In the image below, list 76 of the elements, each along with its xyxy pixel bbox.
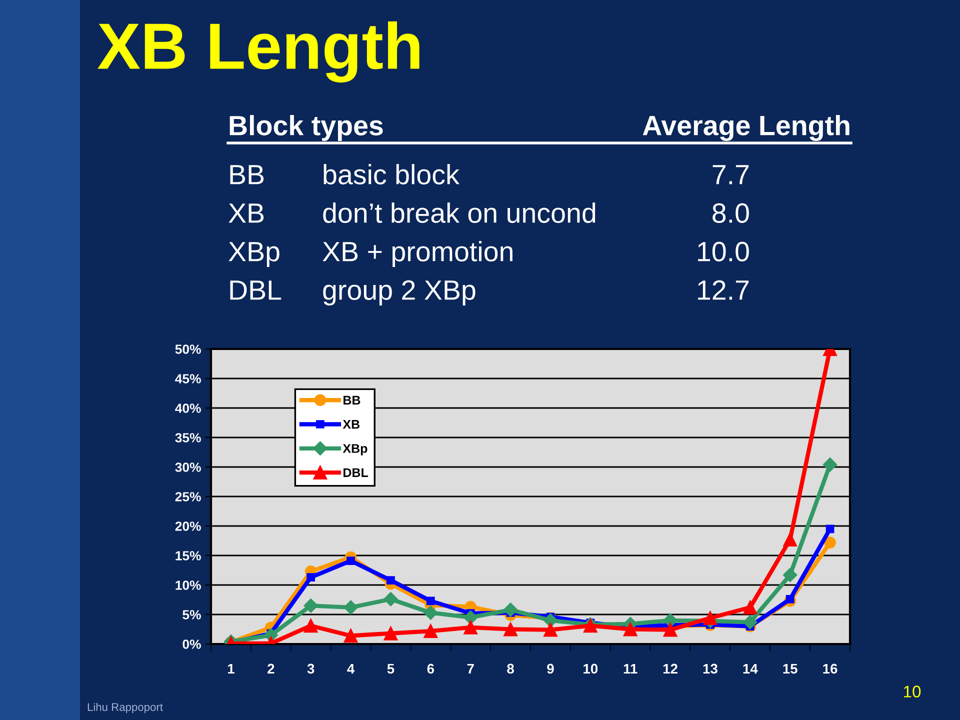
- point: [346, 556, 355, 565]
- y-tick-label: 10%: [176, 580, 201, 590]
- point: [503, 602, 518, 617]
- legend-label: XBp: [342, 444, 368, 456]
- x-tick-label: 3: [307, 664, 314, 674]
- y-tick-label: 45%: [175, 374, 201, 384]
- text: Lihu Rappoport: [88, 702, 163, 714]
- point: [504, 622, 518, 636]
- point: [826, 524, 834, 534]
- text: Average Length: [642, 114, 850, 142]
- point: [623, 622, 638, 636]
- point: [384, 592, 398, 606]
- chart-title: XB Length: [98, 21, 420, 83]
- x-tick-label: 6: [427, 664, 434, 674]
- text: 10.0: [698, 242, 749, 262]
- point: [464, 620, 478, 634]
- y-tick-label: 15%: [176, 551, 201, 560]
- legend-label: DBL: [344, 468, 368, 477]
- x-tick-label: 1: [228, 664, 234, 674]
- legend-label: XB: [342, 420, 360, 429]
- x-tick-label: 8: [507, 664, 514, 674]
- x-tick-label: 9: [547, 664, 554, 674]
- point: [822, 458, 838, 472]
- point: [703, 611, 718, 625]
- text: 10: [904, 686, 921, 698]
- x-tick-label: 2: [268, 664, 274, 674]
- y-tick-label: 25%: [175, 492, 201, 502]
- x-tick-label: 4: [347, 664, 355, 674]
- y-tick-label: 20%: [175, 522, 201, 531]
- point: [663, 622, 678, 637]
- y-tick-label: 30%: [175, 462, 201, 472]
- point: [786, 594, 794, 604]
- point: [743, 615, 758, 630]
- point: [783, 532, 798, 547]
- text: BB: [230, 165, 264, 184]
- point: [384, 626, 398, 640]
- point: [306, 573, 316, 582]
- text: XB + promotion: [322, 241, 512, 267]
- point: [824, 536, 836, 548]
- y-tick-label: 0%: [182, 640, 201, 649]
- point: [344, 628, 358, 643]
- x-tick-label: 5: [387, 664, 394, 674]
- text: don’t break on uncond: [323, 202, 596, 223]
- x-tick-label: 13: [703, 664, 718, 674]
- legend-label: BB: [344, 396, 360, 404]
- x-tick-label: 16: [823, 664, 838, 674]
- point: [464, 610, 478, 625]
- text: XB: [228, 204, 264, 223]
- x-tick-label: 7: [467, 664, 474, 674]
- y-tick-label: 40%: [175, 404, 201, 413]
- point: [386, 576, 395, 584]
- point: [344, 600, 358, 614]
- point: [424, 624, 438, 638]
- text: XBp: [228, 242, 280, 267]
- x-tick-label: 15: [783, 664, 798, 674]
- x-tick-label: 11: [624, 664, 638, 674]
- point: [783, 568, 798, 582]
- y-tick-label: 50%: [175, 344, 201, 354]
- point: [426, 596, 435, 606]
- x-tick-label: 14: [743, 664, 758, 674]
- text: basic block: [324, 164, 460, 184]
- y-tick-label: 5%: [182, 610, 201, 620]
- text: group 2 XBp: [323, 280, 476, 306]
- text: 8.0: [712, 203, 749, 223]
- text: 7.7: [712, 165, 749, 184]
- point: [424, 606, 438, 620]
- point: [304, 618, 318, 633]
- point: [304, 598, 318, 613]
- y-tick-label: 35%: [175, 433, 201, 442]
- text: Block types: [230, 115, 383, 141]
- x-tick-label: 10: [584, 664, 598, 674]
- text: DBL: [230, 280, 282, 300]
- point: [544, 622, 558, 637]
- text: 12.7: [698, 280, 749, 300]
- x-tick-label: 12: [663, 664, 678, 674]
- point: [743, 600, 758, 614]
